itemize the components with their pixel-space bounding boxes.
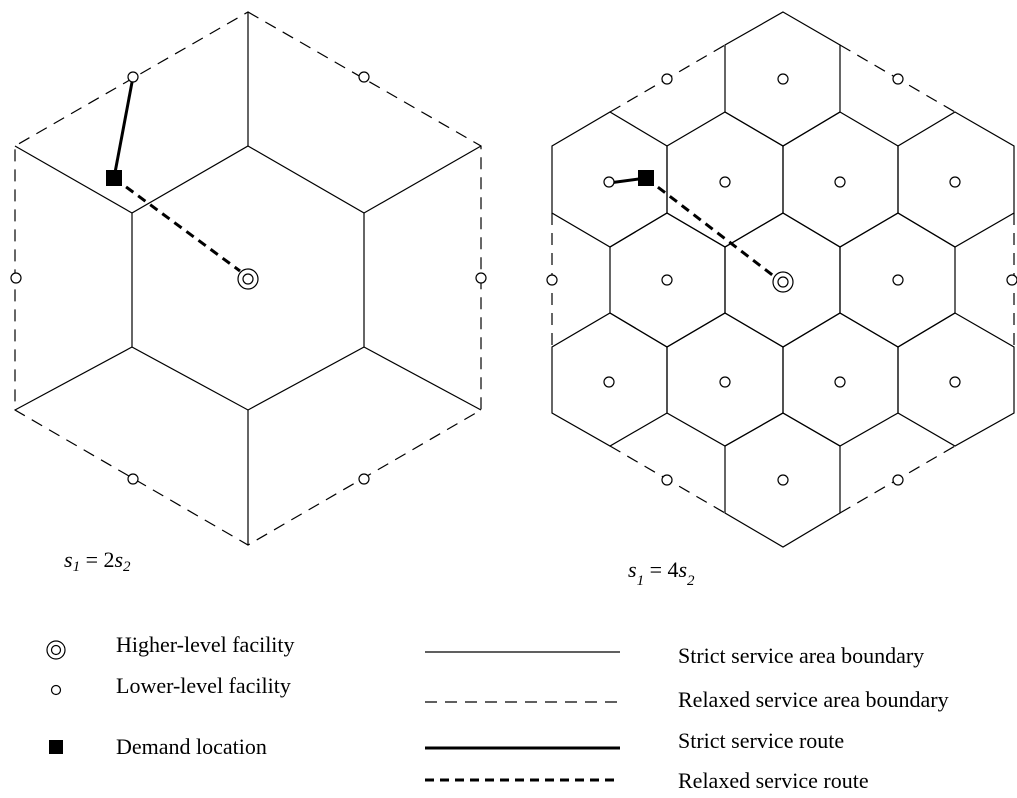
demand-location	[638, 170, 654, 186]
higher-level-facility	[237, 268, 259, 290]
lower-level-facility	[358, 71, 370, 83]
left-panel-equation: s1 = 2s2	[64, 547, 131, 575]
demand-location-icon	[49, 740, 63, 754]
lower-level-facility	[127, 71, 139, 83]
right-panel-equation: s1 = 4s2	[628, 557, 695, 589]
left-strict-spoke	[363, 145, 482, 214]
lower-level-facility	[10, 272, 22, 284]
higher-level-facility-icon	[46, 640, 66, 660]
legend-strict-route: Strict service route	[678, 728, 844, 753]
left-strict-spoke	[14, 346, 133, 411]
legend-strict-boundary: Strict service area boundary	[678, 643, 924, 668]
left-relaxed-route	[113, 176, 241, 273]
legend: Higher-level facility Lower-level facili…	[46, 632, 949, 793]
right-relaxed-route	[645, 176, 776, 279]
demand-location	[106, 170, 122, 186]
lower-level-facility-icon	[50, 684, 62, 696]
left-panel: s1 = 2s2	[10, 11, 487, 575]
legend-higher-level-facility: Higher-level facility	[116, 632, 295, 657]
higher-level-facility	[772, 271, 794, 293]
left-strict-spoke	[363, 346, 482, 411]
legend-demand-location: Demand location	[116, 734, 267, 759]
right-strict-cells	[551, 11, 1015, 548]
left-strict-spoke	[14, 145, 133, 214]
left-strict-route	[112, 76, 135, 179]
lower-level-facility	[358, 473, 370, 485]
right-panel: s1 = 4s2	[546, 11, 1017, 589]
right-lower-level-facilities	[546, 73, 1017, 486]
legend-relaxed-boundary: Relaxed service area boundary	[678, 687, 949, 712]
legend-relaxed-route: Relaxed service route	[678, 768, 869, 793]
lower-level-facility	[127, 473, 139, 485]
legend-lower-level-facility: Lower-level facility	[116, 673, 291, 698]
lower-level-facility	[475, 272, 487, 284]
